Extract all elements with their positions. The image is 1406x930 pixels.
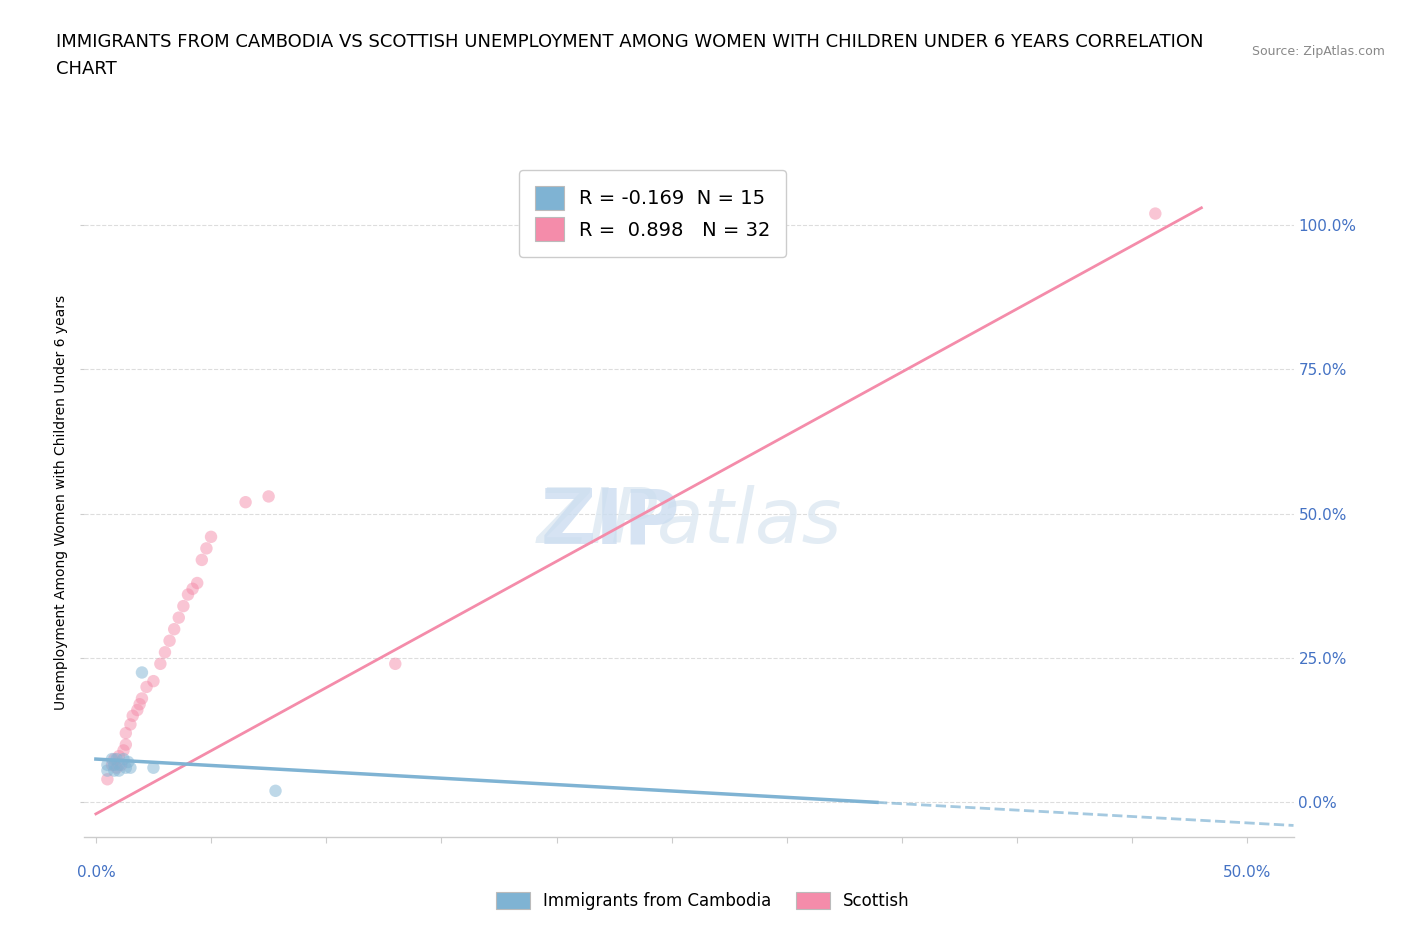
Point	[117, 754, 139, 769]
Point	[167, 610, 190, 625]
Point	[163, 622, 186, 637]
Point	[112, 751, 135, 766]
Point	[195, 541, 218, 556]
Point	[142, 673, 165, 688]
Point	[153, 644, 176, 659]
Point	[110, 757, 132, 772]
Point	[101, 751, 124, 766]
Point	[103, 764, 125, 778]
Point	[121, 709, 143, 724]
Point	[200, 529, 222, 544]
Point	[114, 737, 136, 752]
Point	[101, 757, 124, 772]
Point	[96, 757, 118, 772]
Point	[103, 757, 125, 772]
Point	[96, 764, 118, 778]
Point	[149, 657, 172, 671]
Text: Source: ZipAtlas.com: Source: ZipAtlas.com	[1251, 45, 1385, 58]
Point	[131, 691, 153, 706]
Point	[159, 633, 181, 648]
Point	[181, 581, 204, 596]
Legend: Immigrants from Cambodia, Scottish: Immigrants from Cambodia, Scottish	[489, 885, 917, 917]
Point	[108, 749, 131, 764]
Point	[191, 552, 214, 567]
Point	[177, 587, 200, 602]
Point	[172, 599, 194, 614]
Point	[128, 697, 150, 711]
Point	[120, 717, 142, 732]
Text: 0.0%: 0.0%	[76, 865, 115, 880]
Point	[120, 761, 142, 776]
Point	[127, 702, 149, 717]
Point	[264, 783, 287, 798]
Text: 50.0%: 50.0%	[1223, 865, 1271, 880]
Point	[105, 751, 128, 766]
Point	[142, 761, 165, 776]
Legend: R = -0.169  N = 15, R =  0.898   N = 32: R = -0.169 N = 15, R = 0.898 N = 32	[519, 170, 786, 257]
Point	[257, 489, 280, 504]
Point	[135, 680, 157, 695]
Point	[108, 764, 131, 778]
Point	[131, 665, 153, 680]
Text: CHART: CHART	[56, 60, 117, 78]
Text: IMMIGRANTS FROM CAMBODIA VS SCOTTISH UNEMPLOYMENT AMONG WOMEN WITH CHILDREN UNDE: IMMIGRANTS FROM CAMBODIA VS SCOTTISH UNE…	[56, 33, 1204, 50]
Text: ZIP: ZIP	[540, 485, 681, 559]
Point	[114, 725, 136, 740]
Point	[384, 657, 406, 671]
Text: ZIPatlas: ZIPatlas	[536, 485, 842, 559]
Point	[114, 761, 136, 776]
Y-axis label: Unemployment Among Women with Children Under 6 years: Unemployment Among Women with Children U…	[55, 295, 69, 710]
Point	[112, 743, 135, 758]
Point	[1144, 206, 1167, 221]
Point	[108, 757, 131, 772]
Point	[96, 772, 118, 787]
Point	[186, 576, 208, 591]
Point	[105, 761, 128, 776]
Point	[103, 751, 125, 766]
Point	[235, 495, 257, 510]
